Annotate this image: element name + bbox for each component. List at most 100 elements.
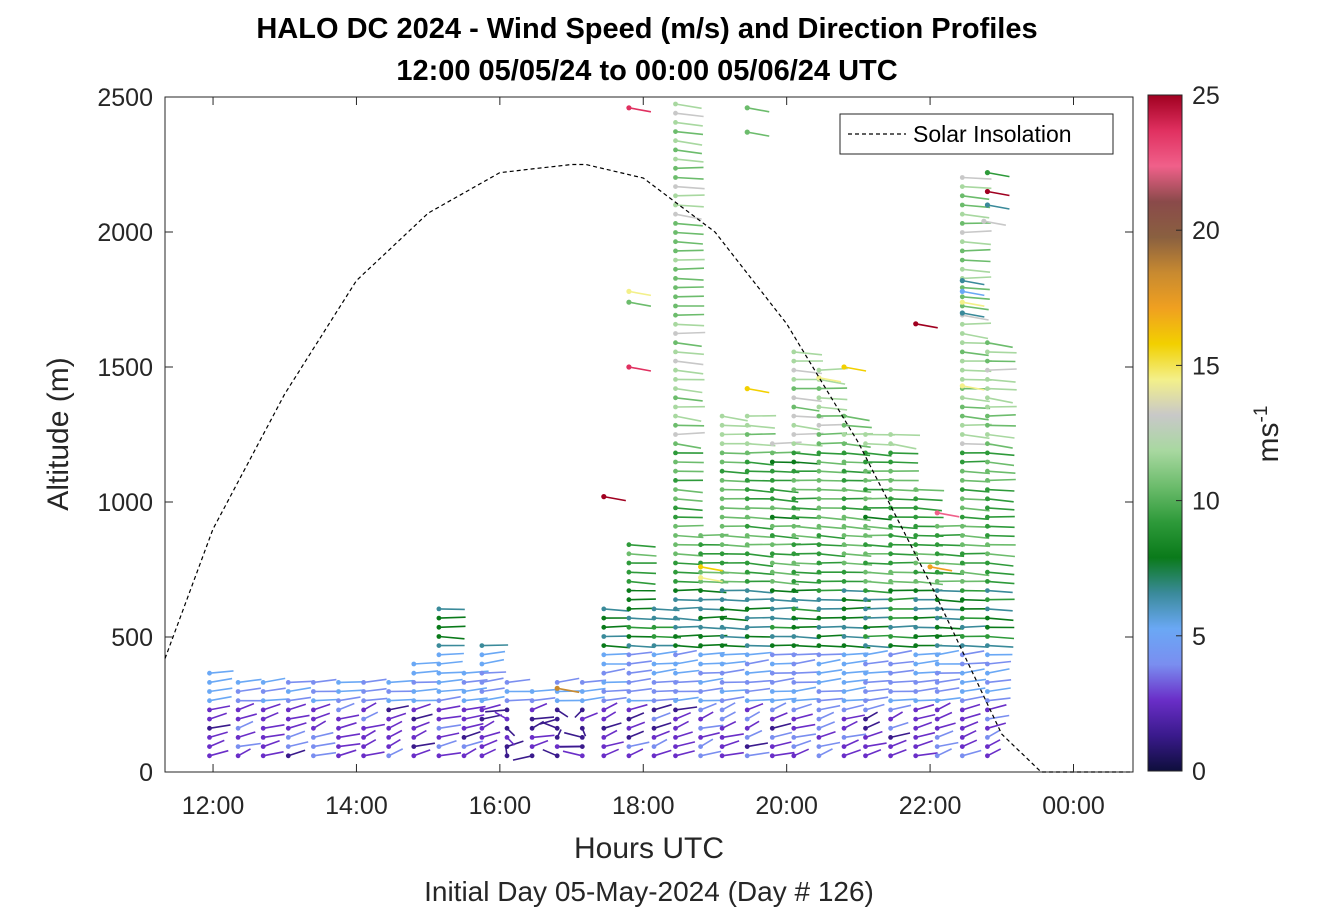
wind-barb-dot	[769, 505, 775, 511]
wind-barb	[915, 659, 939, 665]
wind-barb-dot	[769, 588, 775, 593]
wind-barb-dot	[698, 753, 703, 759]
wind-barb-dot	[673, 670, 678, 676]
wind-barb-dot	[504, 698, 510, 704]
wind-barb-dot	[601, 606, 607, 612]
wind-barb-dot	[207, 698, 212, 704]
wind-barb-dot	[336, 744, 341, 749]
wind-barb-dot	[673, 689, 678, 694]
legend: Solar Insolation	[839, 113, 1114, 155]
wind-barb-dot	[769, 450, 775, 456]
wind-barb-dot	[913, 670, 919, 676]
wind-barb-dot	[791, 468, 797, 474]
wind-barb-dot	[791, 496, 797, 502]
wind-barb	[653, 730, 670, 739]
wind-barb	[747, 387, 770, 394]
wind-barb-dot	[888, 432, 893, 437]
wind-barb-dot	[934, 707, 940, 713]
wind-barb	[890, 669, 914, 674]
wind-barb-dot	[673, 129, 678, 135]
wind-barb-dot	[461, 698, 467, 704]
y-tick-label: 1500	[97, 354, 153, 382]
wind-barb-dot	[959, 661, 965, 667]
wind-barb-dot	[651, 698, 657, 704]
wind-barb	[962, 571, 990, 577]
wind-barb-dot	[959, 496, 965, 502]
wind-barb-dot	[841, 689, 847, 694]
colorbar-tick-label: 10	[1192, 488, 1220, 516]
wind-barb	[987, 507, 1015, 511]
wind-barb	[313, 698, 339, 702]
wind-barb-dot	[719, 698, 725, 704]
wind-barb	[603, 696, 627, 702]
wind-barb-dot	[791, 707, 797, 713]
wind-barb	[793, 748, 810, 757]
wind-barb	[288, 730, 306, 739]
wind-barb	[653, 738, 668, 748]
wind-barb-dot	[651, 652, 657, 658]
wind-barb	[675, 498, 703, 502]
wind-barb-dot	[719, 514, 725, 520]
wind-barb-dot	[744, 661, 750, 667]
wind-barb-dot	[361, 698, 366, 704]
wind-barb	[675, 669, 700, 674]
wind-barb	[793, 452, 821, 457]
wind-barb-dot	[651, 643, 657, 648]
wind-barb	[747, 525, 774, 530]
wind-barb-dot	[863, 542, 868, 548]
wind-barb-dot	[601, 753, 607, 759]
wind-barb-dot	[673, 450, 678, 456]
wind-barb-dot	[719, 459, 725, 465]
wind-barb-dot	[791, 643, 797, 648]
wind-barb	[772, 534, 799, 540]
wind-barb	[675, 634, 702, 638]
wind-barb-dot	[698, 551, 703, 557]
wind-barb-dot	[816, 606, 822, 612]
wind-barb-dot	[959, 624, 965, 630]
wind-barb-dot	[769, 652, 775, 658]
wind-barb	[937, 598, 964, 603]
y-tick-label: 0	[139, 759, 153, 787]
wind-barb-dot	[913, 569, 919, 575]
wind-barb-dot	[985, 496, 990, 502]
wind-barb	[338, 749, 357, 757]
wind-barb-dot	[816, 367, 822, 373]
wind-barb-dot	[816, 744, 822, 749]
wind-barb	[962, 268, 991, 273]
wind-barb	[438, 752, 462, 757]
wind-barb	[338, 702, 355, 711]
wind-barb	[865, 589, 893, 594]
wind-barb	[363, 711, 379, 720]
wind-barb-dot	[673, 312, 678, 318]
wind-barb-dot	[985, 450, 990, 456]
chart-title-line-1: HALO DC 2024 - Wind Speed (m/s) and Dire…	[256, 13, 1037, 45]
wind-barb-dot	[207, 689, 212, 694]
wind-barb-dot	[673, 707, 678, 713]
wind-barb-dot	[791, 624, 797, 630]
wind-barb	[463, 722, 484, 730]
wind-barb-dot	[791, 680, 797, 685]
wind-barb-dot	[791, 404, 797, 410]
wind-barb	[653, 650, 678, 656]
wind-barb	[463, 731, 481, 739]
wind-barb	[675, 166, 704, 170]
wind-barb-dot	[863, 661, 868, 667]
wind-barb-dot	[769, 716, 775, 722]
wind-barb-dot	[959, 303, 965, 309]
wind-barb-dot	[888, 634, 893, 639]
wind-barb	[962, 314, 989, 321]
wind-barb	[987, 414, 1016, 417]
wind-barb-dot	[235, 744, 241, 749]
wind-barb-dot	[816, 716, 822, 722]
wind-barb-dot	[285, 680, 291, 685]
wind-barb	[865, 721, 881, 730]
wind-barb-dot	[479, 680, 485, 685]
wind-barb-dot	[461, 753, 467, 759]
wind-barb	[209, 695, 232, 702]
wind-barb-dot	[816, 450, 822, 456]
wind-barb	[962, 195, 990, 201]
wind-barb	[388, 748, 404, 757]
wind-barb-dot	[719, 716, 725, 722]
y-tick-label: 500	[111, 624, 153, 652]
wind-barb	[675, 258, 705, 261]
